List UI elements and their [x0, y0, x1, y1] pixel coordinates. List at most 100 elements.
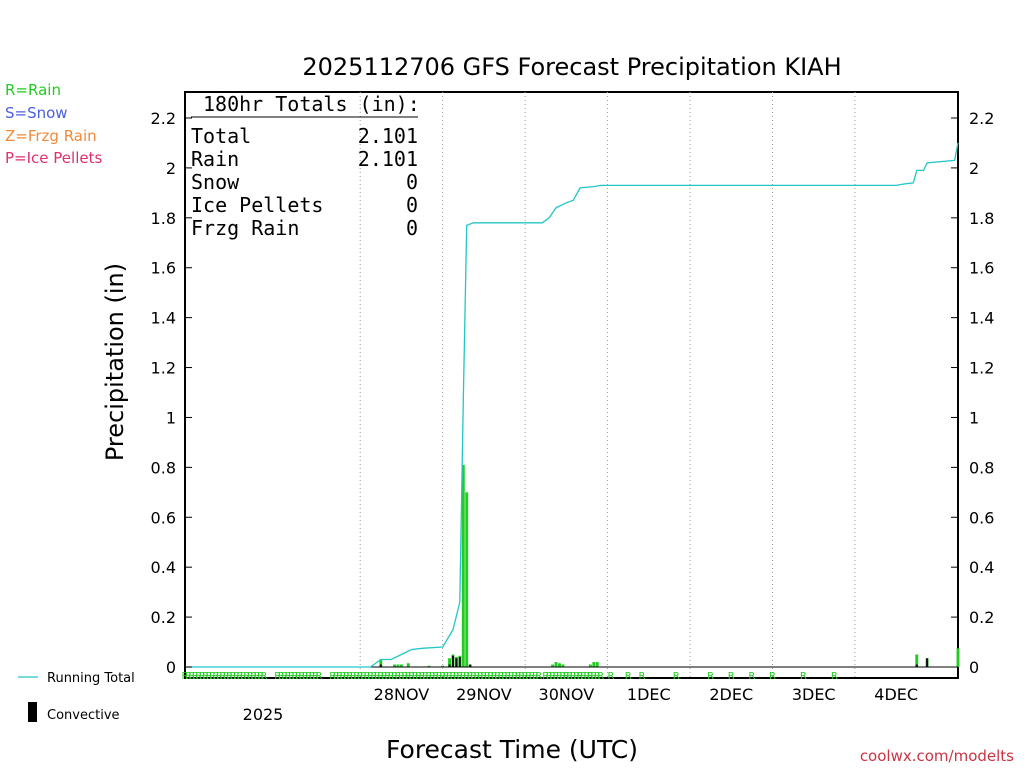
ptype-mark: R — [377, 671, 384, 682]
ptype-mark: R — [254, 671, 261, 682]
ptype-mark: R — [608, 671, 615, 682]
y-tick-label: 1.2 — [969, 359, 994, 378]
ptype-mark: R — [532, 671, 539, 682]
ptype-mark: R — [577, 671, 584, 682]
convective-bar — [451, 655, 454, 667]
y-tick-label: 1 — [166, 408, 176, 427]
ptype-mark: R — [529, 671, 536, 682]
ptype-mark: R — [261, 671, 268, 682]
y-tick-label: 0.2 — [151, 608, 176, 627]
ptype-mark: R — [570, 671, 577, 682]
ptype-mark: R — [707, 671, 714, 682]
credit-text: coolwx.com/modelts — [860, 747, 1014, 765]
legend-snow: S=Snow — [5, 104, 68, 122]
ptype-mark: R — [257, 671, 264, 682]
ptype-mark: R — [192, 671, 199, 682]
ptype-mark: R — [515, 671, 522, 682]
ptype-mark: R — [202, 671, 209, 682]
ptype-mark: R — [449, 671, 456, 682]
running-total-legend-label: Running Total — [47, 671, 135, 686]
ptype-mark: R — [240, 671, 247, 682]
ptype-mark: R — [398, 671, 405, 682]
ptype-mark: R — [625, 671, 632, 682]
precip-bar — [595, 662, 599, 667]
ptype-mark: R — [419, 671, 426, 682]
y-tick-label: 2 — [166, 159, 176, 178]
y-axis-label: Precipitation (in) — [101, 263, 129, 461]
y-tick-label: 1 — [969, 408, 979, 427]
ptype-mark: R — [748, 671, 755, 682]
ptype-mark: R — [480, 671, 487, 682]
ptype-mark: R — [535, 671, 542, 682]
ptype-mark: R — [309, 671, 316, 682]
ptype-mark: R — [446, 671, 453, 682]
ptype-mark: R — [243, 671, 250, 682]
ptype-mark: R — [425, 671, 432, 682]
precip-bar — [396, 664, 400, 667]
precip-bar — [551, 664, 555, 667]
legend-rain: R=Rain — [5, 81, 61, 99]
ptype-mark: R — [370, 671, 377, 682]
ptype-mark: R — [281, 671, 288, 682]
ptype-mark: R — [374, 671, 381, 682]
x-tick-label: 4DEC — [874, 685, 918, 704]
precip-bar — [558, 663, 561, 667]
precip-bar — [406, 663, 410, 667]
ptype-mark: R — [559, 671, 566, 682]
precip-bar — [393, 664, 397, 667]
convective-bar — [915, 664, 918, 667]
ptype-mark: R — [587, 671, 594, 682]
totals-label-total: Total — [191, 124, 251, 148]
ptype-mark: R — [329, 671, 336, 682]
ptype-mark: R — [415, 671, 422, 682]
ptype-mark: R — [405, 671, 412, 682]
ptype-mark: R — [223, 671, 230, 682]
ptype-mark: R — [504, 671, 511, 682]
ptype-mark: R — [298, 671, 305, 682]
grid-lines — [359, 92, 856, 678]
y-tick-label: 0.8 — [151, 458, 176, 477]
precip-bar — [956, 648, 960, 667]
ptype-mark: R — [360, 671, 367, 682]
ptype-mark: R — [498, 671, 505, 682]
ptype-mark: R — [212, 671, 219, 682]
ptype-mark: R — [295, 671, 302, 682]
ptype-mark: R — [367, 671, 374, 682]
ptype-mark: R — [549, 671, 556, 682]
convective-bar — [448, 664, 451, 667]
ptype-mark: R — [250, 671, 257, 682]
y-tick-label: 1.8 — [969, 209, 994, 228]
ptype-mark: R — [484, 671, 491, 682]
ptype-mark: R — [494, 671, 501, 682]
totals-heading: 180hr Totals (in): — [203, 92, 420, 116]
ptype-mark: R — [408, 671, 415, 682]
totals-label-snow: Snow — [191, 170, 240, 194]
y-tick-label: 0.6 — [151, 508, 176, 527]
precip-bar — [427, 665, 431, 667]
ptype-mark: R — [364, 671, 371, 682]
ptype-mark: R — [388, 671, 395, 682]
ptype-mark: R — [274, 671, 281, 682]
ptype-mark: R — [182, 671, 189, 682]
ptype-mark: R — [470, 671, 477, 682]
running-total-line — [185, 142, 959, 668]
ptype-mark: R — [391, 671, 398, 682]
precip-bar — [379, 659, 383, 667]
legend-ice-pellets: P=Ice Pellets — [5, 149, 102, 167]
legend-frzg-rain: Z=Frzg Rain — [5, 127, 97, 145]
ptype-mark: R — [566, 671, 573, 682]
ptype-mark: R — [587, 671, 594, 682]
ptype-mark: R — [195, 671, 202, 682]
y-tick-label: 1.4 — [969, 309, 994, 328]
ptype-mark: R — [800, 671, 807, 682]
y-tick-label: 1.2 — [151, 359, 176, 378]
y-tick-label: 1.6 — [969, 259, 994, 278]
ptype-mark: R — [453, 671, 460, 682]
ptype-mark: R — [247, 671, 254, 682]
totals-value-snow: 0 — [406, 170, 418, 194]
ptype-mark: R — [580, 671, 587, 682]
x-tick-label: 30NOV — [539, 685, 595, 704]
y-tick-label: 0.8 — [969, 458, 994, 477]
